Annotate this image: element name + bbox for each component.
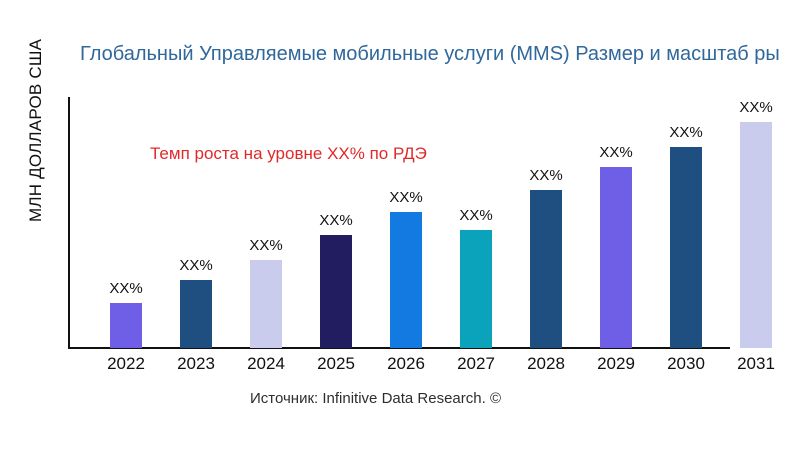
bar-2023 xyxy=(180,280,212,348)
x-tick-label-2030: 2030 xyxy=(667,354,705,373)
bar-value-label-2028: XX% xyxy=(529,167,563,184)
growth-annotation: Темп роста на уровне XX% по РДЭ xyxy=(150,144,427,163)
bar-value-label-2026: XX% xyxy=(389,189,423,206)
y-axis-line xyxy=(68,97,70,349)
x-tick-label-2031: 2031 xyxy=(737,354,775,373)
bar-2029 xyxy=(600,167,632,348)
bar-value-label-2022: XX% xyxy=(109,280,143,297)
bar-value-label-2025: XX% xyxy=(319,212,353,229)
bar-2031 xyxy=(740,122,772,348)
x-tick-label-2029: 2029 xyxy=(597,354,635,373)
x-axis-line xyxy=(68,347,730,349)
bar-value-label-2030: XX% xyxy=(669,124,703,141)
bar-2030 xyxy=(670,147,702,348)
y-axis-label: МЛН ДОЛЛАРОВ США xyxy=(26,38,45,222)
x-tick-label-2024: 2024 xyxy=(247,354,285,373)
x-tick-label-2028: 2028 xyxy=(527,354,565,373)
x-tick-label-2023: 2023 xyxy=(177,354,215,373)
bar-2028 xyxy=(530,190,562,348)
x-tick-label-2025: 2025 xyxy=(317,354,355,373)
x-tick-label-2027: 2027 xyxy=(457,354,495,373)
bar-value-label-2031: XX% xyxy=(739,99,773,116)
bar-2025 xyxy=(320,235,352,348)
bar-2024 xyxy=(250,260,282,348)
x-tick-label-2022: 2022 xyxy=(107,354,145,373)
bar-value-label-2027: XX% xyxy=(459,207,493,224)
bar-2022 xyxy=(110,303,142,348)
bar-2026 xyxy=(390,212,422,348)
bar-value-label-2024: XX% xyxy=(249,237,283,254)
source-note: Источник: Infinitive Data Research. © xyxy=(250,390,502,407)
bar-value-label-2023: XX% xyxy=(179,257,213,274)
x-tick-label-2026: 2026 xyxy=(387,354,425,373)
bar-value-label-2029: XX% xyxy=(599,144,633,161)
chart-title: Глобальный Управляемые мобильные услуги … xyxy=(80,43,780,65)
bar-2027 xyxy=(460,230,492,348)
